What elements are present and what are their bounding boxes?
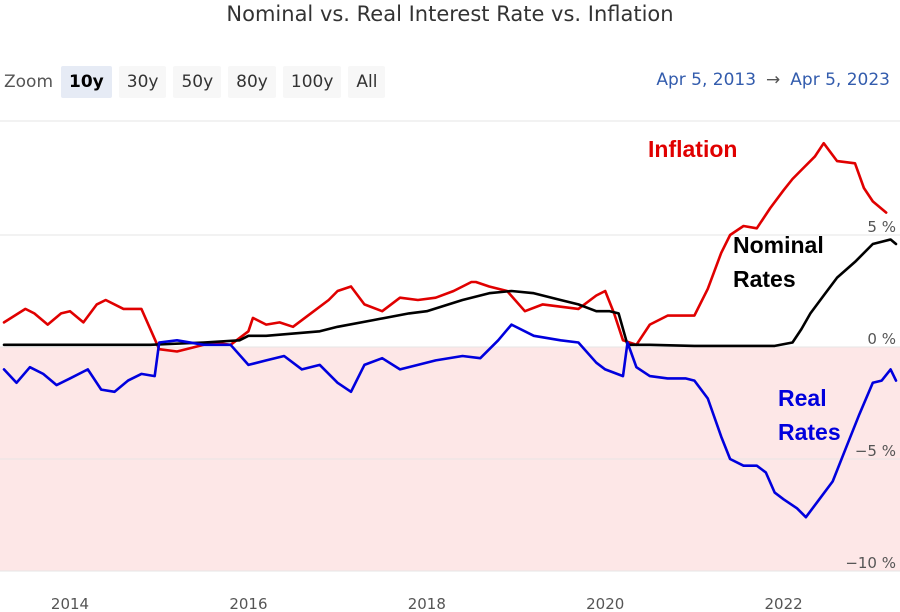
y-tick-label: 5 % <box>867 218 896 236</box>
zoom-button-30y[interactable]: 30y <box>118 66 167 98</box>
annotation-real: Real <box>778 385 827 411</box>
annotation-nominal: Nominal <box>733 232 824 258</box>
range-to[interactable]: Apr 5, 2023 <box>790 70 890 90</box>
y-tick-label: −5 % <box>855 442 896 460</box>
annotation-inflation: Inflation <box>648 136 737 162</box>
chart-title: Nominal vs. Real Interest Rate vs. Infla… <box>226 2 674 26</box>
y-axis: 5 % 0 % −5 % −10 % <box>845 218 896 572</box>
series-line-real-rates <box>2 323 898 519</box>
x-tick-label: 2022 <box>765 595 803 612</box>
annotations: Inflation Nominal Rates Real Rates <box>648 136 841 445</box>
annotation-nominal-rates: Rates <box>733 266 796 292</box>
zoom-button-all[interactable]: All <box>348 66 386 98</box>
x-tick-label: 2016 <box>229 595 267 612</box>
zoom-button-100y[interactable]: 100y <box>282 66 342 98</box>
zoom-selector: Zoom 10y 30y 50y 80y 100y All <box>4 66 392 98</box>
series-line-nominal-rates <box>2 238 898 348</box>
zoom-label: Zoom <box>4 72 54 92</box>
range-from[interactable]: Apr 5, 2013 <box>656 70 757 90</box>
y-tick-label: 0 % <box>867 330 896 348</box>
range-arrow-icon: → <box>766 70 781 90</box>
zoom-button-10y[interactable]: 10y <box>61 66 112 98</box>
zoom-button-80y[interactable]: 80y <box>228 66 276 98</box>
zoom-button-50y[interactable]: 50y <box>173 66 222 98</box>
x-tick-label: 2020 <box>586 595 624 612</box>
x-tick-label: 2018 <box>408 595 446 612</box>
date-range: Apr 5, 2013 → Apr 5, 2023 <box>656 70 890 90</box>
x-axis: 2014 2016 2018 2020 2022 <box>51 595 803 612</box>
annotation-real-rates: Rates <box>778 419 841 445</box>
series-lines <box>2 141 898 519</box>
x-tick-label: 2014 <box>51 595 89 612</box>
y-tick-label: −10 % <box>845 554 896 572</box>
series-line-inflation <box>2 141 888 353</box>
